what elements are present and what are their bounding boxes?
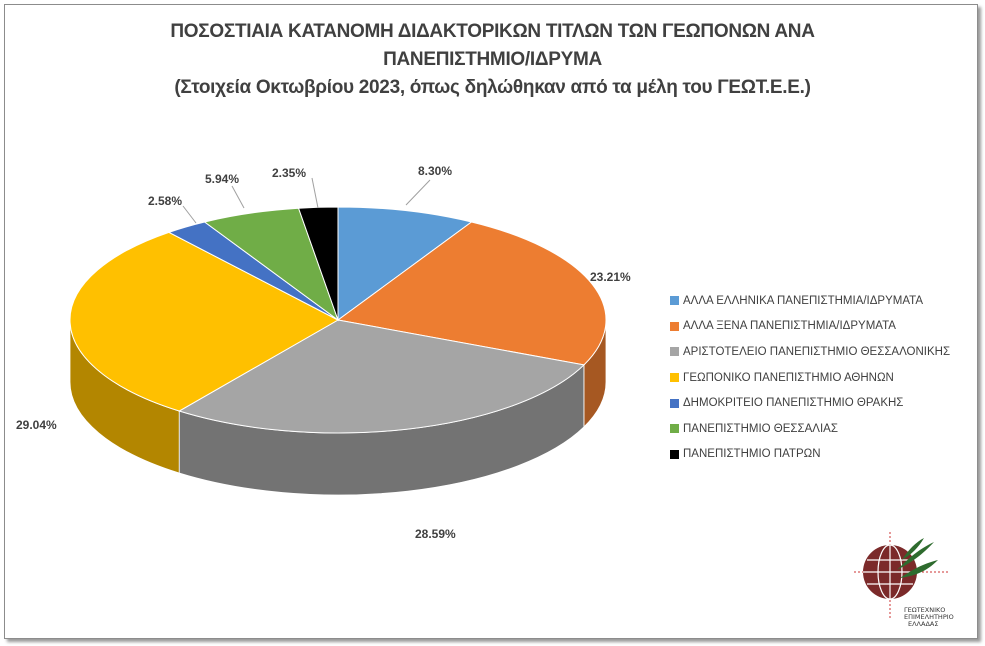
data-label: 5.94% <box>205 172 240 186</box>
leader-line <box>182 205 197 224</box>
pie-slice <box>69 231 340 412</box>
data-label: 29.04% <box>16 418 57 432</box>
legend-label: ΔΗΜΟΚΡΙΤΕΙΟ ΠΑΝΕΠΙΣΤΗΜΙΟ ΘΡΑΚΗΣ <box>683 397 904 410</box>
title-line-3: (Στοιχεία Οκτωβρίου 2023, όπως δηλώθηκαν… <box>174 77 811 98</box>
data-label: 23.21% <box>590 270 631 284</box>
leader-line <box>311 177 319 209</box>
leader-line <box>405 179 431 206</box>
legend-label: ΑΛΛΑ ΕΛΛΗΝΙΚΑ ΠΑΝΕΠΙΣΤΗΜΙΑ/ΙΔΡΥΜΑΤΑ <box>683 294 923 307</box>
legend-label: ΑΡΙΣΤΟΤΕΛΕΙΟ ΠΑΝΕΠΙΣΤΗΜΙΟ ΘΕΣΣΑΛΟΝΙΚΗΣ <box>683 345 951 358</box>
legend-item: ΠΑΝΕΠΙΣΤΗΜΙΟ ΘΕΣΣΑΛΙΑΣ <box>670 416 950 442</box>
title-line-1: ΠΟΣΟΣΤΙΑΙΑ ΚΑΤΑΝΟΜΗ ΔΙΔΑΚΤΟΡΙΚΩΝ ΤΙΤΛΩΝ … <box>170 21 815 42</box>
svg-text:ΕΛΛΑΔΑΣ: ΕΛΛΑΔΑΣ <box>908 620 938 628</box>
legend-item: ΠΑΝΕΠΙΣΤΗΜΙΟ ΠΑΤΡΩΝ <box>670 442 950 468</box>
chart-title: ΠΟΣΟΣΤΙΑΙΑ ΚΑΤΑΝΟΜΗ ΔΙΔΑΚΤΟΡΙΚΩΝ ΤΙΤΛΩΝ … <box>0 18 985 102</box>
title-line-2: ΠΑΝΕΠΙΣΤΗΜΙΟ/ΙΔΡΥΜΑ <box>383 49 602 70</box>
pie-slice <box>336 221 607 366</box>
legend-swatch <box>670 398 679 408</box>
data-label: 2.35% <box>272 166 307 180</box>
legend-item: ΑΛΛΑ ΞΕΝΑ ΠΑΝΕΠΙΣΤΗΜΙΑ/ΙΔΡΥΜΑΤΑ <box>670 314 950 340</box>
leader-line <box>231 185 245 209</box>
legend-label: ΑΛΛΑ ΞΕΝΑ ΠΑΝΕΠΙΣΤΗΜΙΑ/ΙΔΡΥΜΑΤΑ <box>683 320 896 333</box>
legend-item: ΑΛΛΑ ΕΛΛΗΝΙΚΑ ΠΑΝΕΠΙΣΤΗΜΙΑ/ΙΔΡΥΜΑΤΑ <box>670 288 950 314</box>
data-label: 8.30% <box>418 164 453 178</box>
geotee-logo: ΓΕΩΤΕΧΝΙΚΟ ΕΠΙΜΕΛΗΤΗΡΙΟ ΕΛΛΑΔΑΣ <box>854 532 954 628</box>
legend-swatch <box>670 373 679 383</box>
legend-label: ΠΑΝΕΠΙΣΤΗΜΙΟ ΠΑΤΡΩΝ <box>683 448 821 461</box>
svg-text:ΓΕΩΤΕΧΝΙΚΟ: ΓΕΩΤΕΧΝΙΚΟ <box>904 606 945 614</box>
legend-item: ΓΕΩΠΟΝΙΚΟ ΠΑΝΕΠΙΣΤΗΜΙΟ ΑΘΗΝΩΝ <box>670 365 950 391</box>
legend-swatch <box>670 424 679 434</box>
svg-text:ΕΠΙΜΕΛΗΤΗΡΙΟ: ΕΠΙΜΕΛΗΤΗΡΙΟ <box>904 613 954 621</box>
pie-slice <box>177 319 585 434</box>
pie-slice <box>337 206 473 321</box>
legend-swatch <box>670 449 679 459</box>
data-label: 2.58% <box>148 194 183 208</box>
data-label: 28.59% <box>415 527 456 541</box>
legend-item: ΔΗΜΟΚΡΙΤΕΙΟ ΠΑΝΕΠΙΣΤΗΜΙΟ ΘΡΑΚΗΣ <box>670 390 950 416</box>
legend-swatch <box>670 347 679 357</box>
legend-item: ΑΡΙΣΤΟΤΕΛΕΙΟ ΠΑΝΕΠΙΣΤΗΜΙΟ ΘΕΣΣΑΛΟΝΙΚΗΣ <box>670 339 950 365</box>
legend-swatch <box>670 321 679 331</box>
legend-swatch <box>670 296 679 306</box>
legend-label: ΓΕΩΠΟΝΙΚΟ ΠΑΝΕΠΙΣΤΗΜΙΟ ΑΘΗΝΩΝ <box>683 371 894 384</box>
legend-label: ΠΑΝΕΠΙΣΤΗΜΙΟ ΘΕΣΣΑΛΙΑΣ <box>683 422 838 435</box>
legend: ΑΛΛΑ ΕΛΛΗΝΙΚΑ ΠΑΝΕΠΙΣΤΗΜΙΑ/ΙΔΡΥΜΑΤΑ ΑΛΛΑ … <box>670 288 950 467</box>
